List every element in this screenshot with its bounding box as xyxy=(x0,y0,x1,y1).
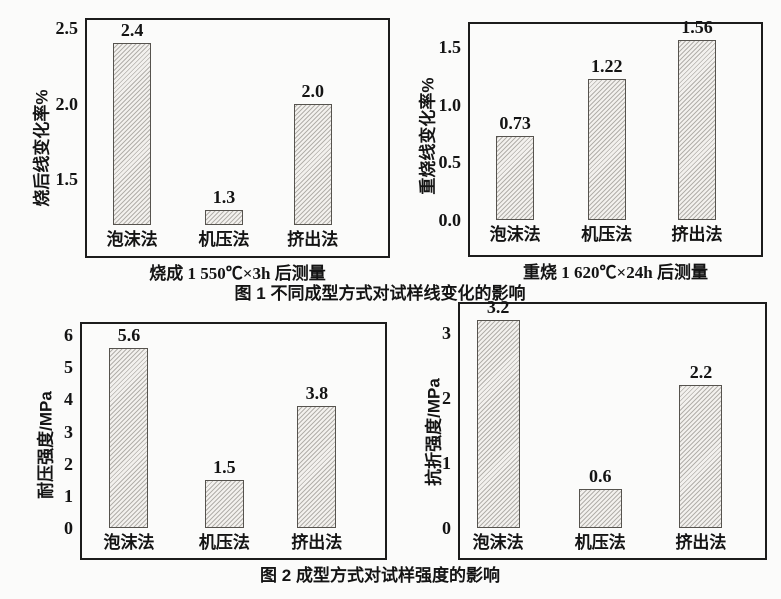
bar-value-label: 0.73 xyxy=(499,112,531,133)
category-label: 挤出法 xyxy=(675,533,727,552)
category-label: 泡沫法 xyxy=(106,230,158,249)
bar xyxy=(677,40,716,220)
bar xyxy=(113,42,152,225)
y-tick-label: 1.5 xyxy=(55,169,79,190)
chart-fired-linear-change: 1.5 2.0 2.5 2.4 泡沫法 1.3 机压法 2.0 挤出法 烧后线变化率% 烧成 1 5… xyxy=(33,18,390,283)
bar-value-label: 1.3 xyxy=(212,186,236,207)
chart-compressive-strength: 0 1 2 3 4 5 6 5.6 泡沫法 1.5 机压法 3.8 挤出法 耐压强度/MPa xyxy=(37,322,387,560)
category-label: 机压法 xyxy=(198,230,250,249)
bar xyxy=(679,385,723,528)
y-tick-label: 0 xyxy=(64,518,73,538)
bar-value-label: 1.22 xyxy=(591,56,623,77)
bar-value-label: 0.6 xyxy=(589,466,612,487)
bar-value-label: 3.8 xyxy=(305,382,329,403)
category-label: 机压法 xyxy=(198,533,250,552)
chart-reheat-linear-change: 0.0 0.5 1.0 1.5 0.73 泡沫法 1.22 机压法 1.56 挤出法 重烧线变化率%… xyxy=(419,17,763,282)
bar xyxy=(578,489,622,528)
bar-value-label: 1.5 xyxy=(213,456,236,477)
category-label: 挤出法 xyxy=(291,533,343,552)
category-label: 泡沫法 xyxy=(103,533,155,552)
bar-value-label: 3.2 xyxy=(486,297,510,318)
figure2-caption: 图 2 成型方式对试样强度的影响 xyxy=(260,566,500,585)
y-tick-label: 1.5 xyxy=(438,37,462,58)
y-tick-label: 0.5 xyxy=(438,152,462,173)
bar-value-label: 2.0 xyxy=(301,80,325,101)
bar xyxy=(109,348,149,528)
y-tick-label: 0 xyxy=(442,518,451,538)
y-tick-label: 2.5 xyxy=(55,17,79,38)
category-label: 泡沫法 xyxy=(489,225,541,244)
y-tick-label: 5 xyxy=(64,357,73,378)
bar xyxy=(293,103,332,225)
y-tick-label: 1.0 xyxy=(438,94,462,115)
bar xyxy=(476,320,520,528)
bar-value-label: 1.56 xyxy=(681,17,713,38)
y-axis-label: 重烧线变化率% xyxy=(418,77,438,195)
bar xyxy=(587,79,626,220)
y-tick-label: 0.0 xyxy=(438,210,462,230)
y-tick-label: 6 xyxy=(64,325,73,346)
figure1-caption: 图 1 不同成型方式对试样线变化的影响 xyxy=(234,284,526,303)
category-label: 挤出法 xyxy=(287,230,339,249)
y-tick-label: 2 xyxy=(64,453,73,474)
y-tick-label: 3 xyxy=(64,421,73,442)
bar xyxy=(496,135,535,220)
category-label: 挤出法 xyxy=(671,225,723,244)
category-label: 机压法 xyxy=(581,225,633,244)
category-label: 机压法 xyxy=(574,533,626,552)
y-tick-label: 2.0 xyxy=(55,93,79,114)
x-axis-title: 重烧 1 620℃×24h 后测量 xyxy=(523,263,708,282)
chart-flexural-strength: 0 1 2 3 3.2 泡沫法 0.6 机压法 2.2 挤出法 抗折强度/MPa xyxy=(425,297,767,560)
y-tick-label: 1 xyxy=(442,453,451,474)
bar xyxy=(204,209,243,225)
y-tick-label: 2 xyxy=(442,388,451,409)
category-label: 泡沫法 xyxy=(472,533,524,552)
y-axis-label: 抗折强度/MPa xyxy=(424,378,444,486)
bar-value-label: 2.2 xyxy=(689,362,713,383)
bar-value-label: 5.6 xyxy=(117,325,141,346)
y-tick-label: 4 xyxy=(64,389,73,410)
y-axis-label: 烧后线变化率% xyxy=(32,89,52,207)
y-tick-label: 1 xyxy=(64,485,73,506)
y-axis-label: 耐压强度/MPa xyxy=(36,391,56,499)
y-tick-label: 3 xyxy=(442,323,451,344)
bar xyxy=(204,479,244,528)
bar xyxy=(297,405,337,528)
x-axis-title: 烧成 1 550℃×3h 后测量 xyxy=(149,264,326,283)
bar-value-label: 2.4 xyxy=(120,19,144,40)
